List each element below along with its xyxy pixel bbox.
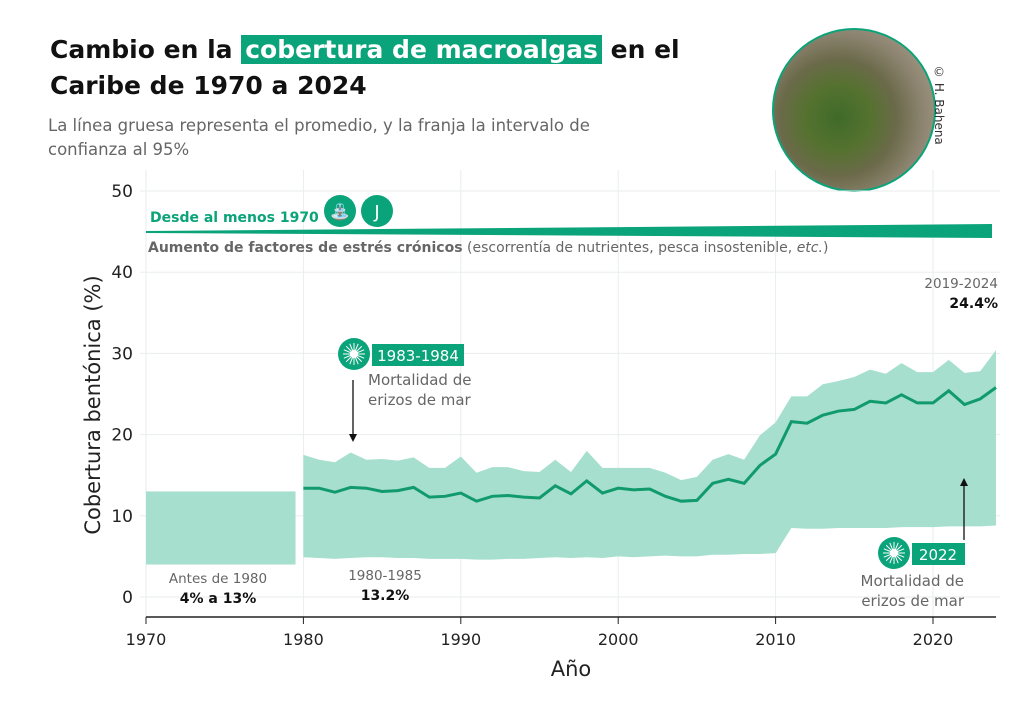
y-tick-label: 30	[111, 344, 133, 364]
x-tick-label: 1980	[283, 630, 324, 649]
event1-text: erizos de mar	[368, 391, 472, 409]
chart-title: Cambio en la cobertura de macroalgas en …	[50, 35, 680, 100]
y-tick-label: 0	[122, 588, 133, 608]
period1-label: 1980-1985	[348, 568, 422, 584]
period1-value: 13.2%	[361, 588, 410, 604]
event2-year: 2022	[919, 546, 957, 564]
pre-1980-value: 4% a 13%	[180, 591, 256, 607]
pre-1980-label: Antes de 1980	[169, 571, 267, 587]
macroalgae-photo	[772, 28, 936, 192]
urchin-body	[890, 549, 898, 557]
y-tick-label: 50	[111, 182, 133, 202]
x-tick-label: 2010	[755, 630, 796, 649]
y-tick-label: 20	[111, 426, 133, 446]
x-tick-label: 2020	[913, 630, 954, 649]
event2-text: Mortalidad de	[861, 572, 964, 590]
x-tick-label: 1990	[440, 630, 481, 649]
chart-subtitle: La línea gruesa representa el promedio, …	[48, 116, 590, 159]
y-tick-label: 40	[111, 263, 133, 283]
photo-credit: © H. Bahena	[932, 65, 946, 145]
stress-description: Aumento de factores de estrés crónicos (…	[148, 240, 828, 256]
event1-arrowhead	[349, 434, 357, 442]
x-axis-label: Año	[551, 657, 592, 681]
period2-label: 2019-2024	[924, 276, 998, 292]
y-axis-label: Cobertura bentónica (%)	[81, 275, 105, 534]
event1-badge	[372, 344, 464, 366]
fishhook-icon	[361, 195, 393, 227]
stress-since-label: Desde al menos 1970	[150, 210, 319, 226]
runoff-icon	[324, 195, 356, 227]
period2-value: 24.4%	[949, 296, 998, 312]
x-tick-label: 2000	[598, 630, 639, 649]
y-tick-label: 10	[111, 507, 133, 527]
runoff-icon-glyph: ⛲	[330, 202, 350, 221]
urchin-body	[350, 350, 358, 358]
event1-text: Mortalidad de	[368, 371, 471, 389]
title-highlight: cobertura de macroalgas	[241, 35, 602, 64]
event2-badge	[912, 543, 965, 565]
event2-text: erizos de mar	[861, 592, 965, 610]
fishhook-icon-glyph: J	[373, 202, 379, 223]
confidence-band	[303, 350, 996, 560]
event1-year: 1983-1984	[377, 347, 459, 365]
pre-1980-band	[146, 491, 296, 565]
x-tick-label: 1970	[126, 630, 167, 649]
stress-bar	[146, 224, 992, 238]
event2-arrowhead	[960, 478, 968, 486]
